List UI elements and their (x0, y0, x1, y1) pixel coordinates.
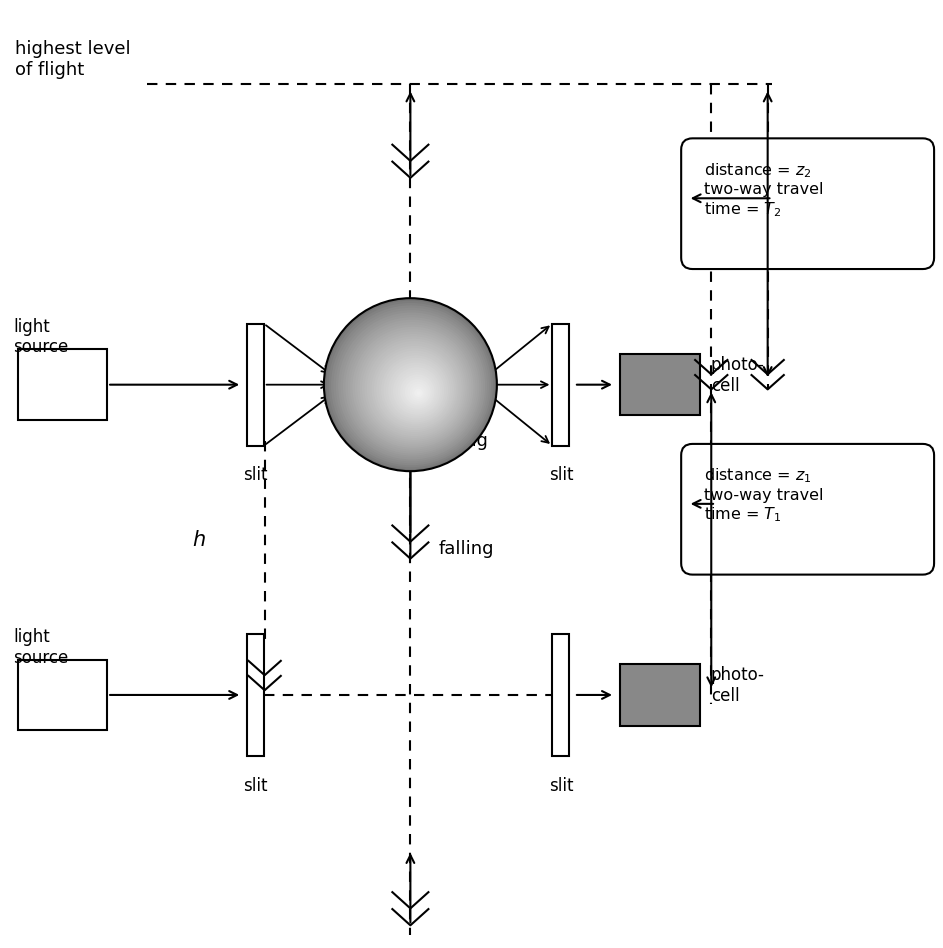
Circle shape (340, 315, 483, 458)
Circle shape (323, 299, 497, 471)
Text: distance = $z_1$
two-way travel
time = $T_1$: distance = $z_1$ two-way travel time = $… (703, 466, 823, 524)
FancyBboxPatch shape (681, 444, 935, 574)
FancyBboxPatch shape (247, 634, 264, 757)
Circle shape (389, 362, 444, 419)
Text: slit: slit (549, 466, 573, 484)
Text: photo-
cell: photo- cell (711, 356, 765, 394)
Circle shape (355, 329, 472, 446)
Circle shape (412, 386, 425, 399)
Text: highest level
of flight: highest level of flight (15, 41, 131, 79)
Circle shape (331, 305, 491, 465)
Text: light
source: light source (13, 628, 69, 666)
Circle shape (403, 376, 433, 407)
Circle shape (362, 337, 466, 440)
Circle shape (390, 365, 442, 417)
Circle shape (400, 374, 435, 409)
FancyBboxPatch shape (247, 323, 264, 446)
Text: distance = $z_2$
two-way travel
time = $T_2$: distance = $z_2$ two-way travel time = $… (703, 161, 823, 218)
Text: slit: slit (243, 776, 268, 794)
Circle shape (393, 367, 440, 414)
Text: rising: rising (438, 432, 488, 450)
FancyBboxPatch shape (553, 323, 570, 446)
Circle shape (381, 356, 450, 425)
Circle shape (357, 332, 470, 444)
Circle shape (409, 384, 427, 401)
Circle shape (386, 360, 446, 421)
Circle shape (348, 322, 477, 451)
Text: $h$: $h$ (192, 530, 206, 550)
Circle shape (339, 313, 486, 460)
Text: photo-
cell: photo- cell (711, 666, 765, 705)
Circle shape (417, 391, 421, 395)
Text: falling: falling (438, 540, 494, 558)
Circle shape (343, 318, 481, 456)
Text: slit: slit (243, 466, 268, 484)
Circle shape (359, 334, 468, 442)
Circle shape (329, 303, 493, 467)
Circle shape (326, 301, 495, 469)
FancyBboxPatch shape (681, 138, 935, 269)
Text: light
source: light source (13, 318, 69, 356)
Circle shape (364, 338, 464, 438)
Circle shape (384, 357, 448, 423)
Circle shape (376, 351, 455, 428)
Circle shape (334, 308, 489, 464)
FancyBboxPatch shape (18, 350, 108, 420)
Circle shape (372, 346, 458, 432)
Circle shape (336, 310, 488, 462)
Circle shape (405, 379, 431, 405)
Text: slit: slit (549, 776, 573, 794)
FancyBboxPatch shape (553, 634, 570, 757)
Circle shape (414, 389, 422, 397)
Circle shape (367, 341, 462, 436)
Circle shape (407, 381, 429, 403)
FancyBboxPatch shape (620, 665, 700, 725)
Circle shape (395, 370, 438, 412)
Circle shape (378, 353, 452, 427)
FancyBboxPatch shape (18, 660, 108, 730)
Circle shape (353, 327, 473, 447)
Circle shape (345, 319, 479, 454)
FancyBboxPatch shape (620, 355, 700, 415)
Circle shape (350, 324, 475, 449)
Circle shape (373, 348, 456, 430)
Circle shape (398, 372, 437, 410)
Circle shape (369, 343, 460, 434)
